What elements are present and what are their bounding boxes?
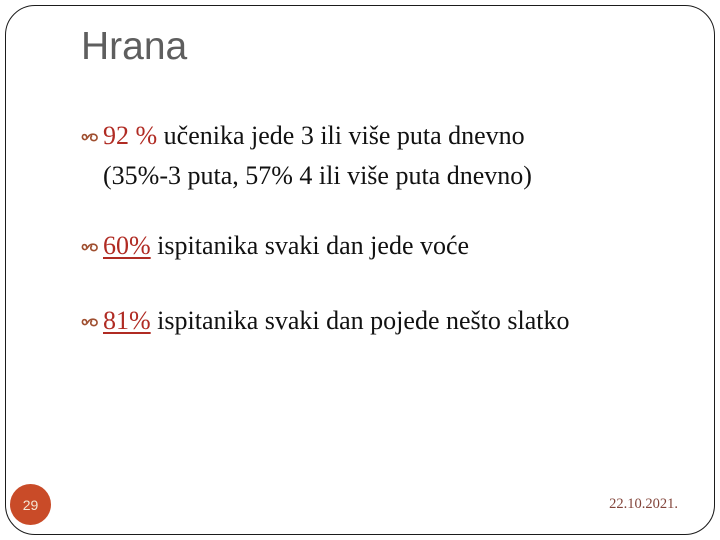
- page-number: 29: [22, 496, 39, 513]
- slide-body: 92 % učenika jede 3 ili više puta dnevno…: [81, 116, 671, 341]
- bullet-text: 92 % učenika jede 3 ili više puta dnevno…: [103, 116, 532, 196]
- scroll-bullet-icon: [81, 131, 103, 144]
- bullet-subline: (35%-3 puta, 57% 4 ili više puta dnevno): [103, 161, 532, 190]
- bullet-text: 60% ispitanika svaki dan jede voće: [103, 226, 469, 266]
- scroll-bullet-icon: [81, 241, 103, 254]
- stat-value: 81%: [103, 306, 151, 335]
- bullet-item: 81% ispitanika svaki dan pojede nešto sl…: [81, 301, 671, 341]
- bullet-item: 60% ispitanika svaki dan jede voće: [81, 226, 671, 266]
- scroll-bullet-icon: [81, 316, 103, 329]
- slide-date: 22.10.2021.: [609, 496, 678, 512]
- bullet-item: 92 % učenika jede 3 ili više puta dnevno…: [81, 116, 671, 196]
- stat-description: ispitanika svaki dan pojede nešto slatko: [150, 306, 570, 335]
- bullet-text: 81% ispitanika svaki dan pojede nešto sl…: [103, 301, 569, 341]
- slide-title: Hrana: [81, 25, 188, 68]
- page-number-badge: 29: [10, 484, 51, 525]
- stat-value: 60%: [103, 231, 151, 260]
- stat-description: ispitanika svaki dan jede voće: [150, 231, 470, 260]
- stat-description: učenika jede 3 ili više puta dnevno: [157, 121, 525, 150]
- stat-value: 92 %: [103, 121, 158, 150]
